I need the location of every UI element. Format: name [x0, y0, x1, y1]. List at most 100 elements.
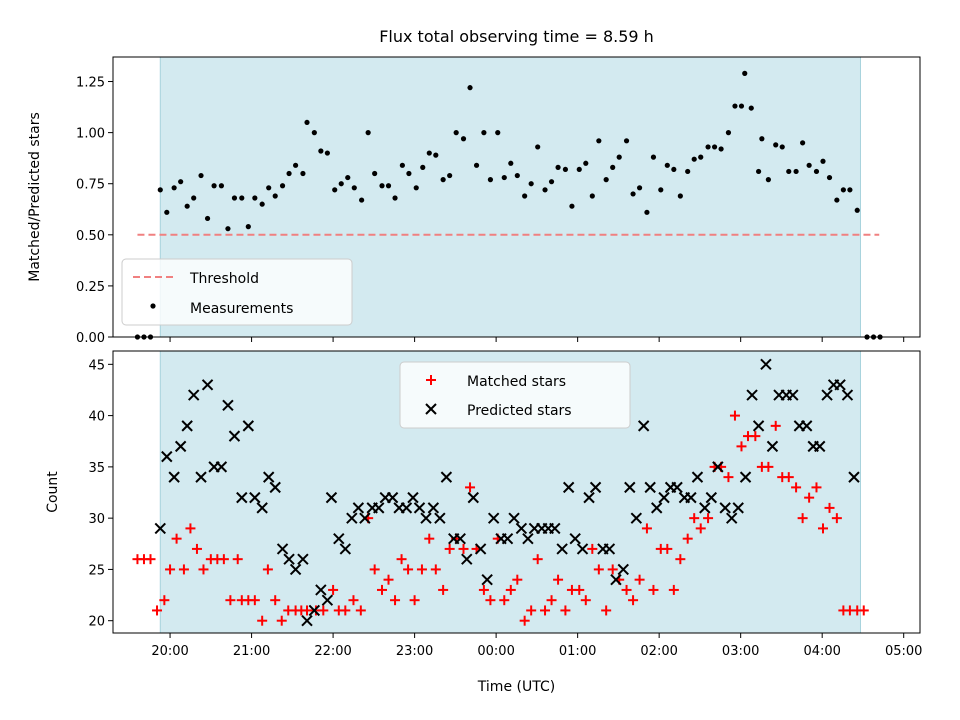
- measurement-point: [813, 168, 820, 175]
- matched-star-point: [249, 595, 260, 606]
- x-tick-label: 20:00: [151, 644, 188, 659]
- measurement-point: [467, 85, 473, 91]
- predicted-star-point: [289, 563, 302, 576]
- measurement-point: [610, 164, 616, 170]
- matched-star-point: [675, 554, 686, 565]
- measurement-point: [664, 162, 670, 168]
- measurement-point: [630, 191, 636, 197]
- x-tick-label: 02:00: [640, 644, 677, 659]
- predicted-star-point: [242, 420, 255, 432]
- bottom-legend: Matched stars Predicted stars: [399, 361, 631, 429]
- matched-star-point: [165, 564, 176, 575]
- matched-star-point: [438, 584, 449, 595]
- measurement-point: [311, 130, 317, 136]
- predicted-star-point: [739, 471, 752, 483]
- predicted-star-point: [644, 481, 656, 494]
- top-panel: 0.00 0.25 0.50 0.75 1.00 1.25 Flux total obse…: [27, 27, 921, 346]
- predicted-star-point: [760, 358, 772, 371]
- predicted-star-point: [630, 512, 643, 524]
- matched-star-point: [430, 564, 441, 575]
- predicted-star-point: [386, 491, 399, 504]
- matched-star-point: [703, 513, 714, 524]
- matched-star-point: [159, 595, 170, 606]
- matched-star-point: [145, 554, 156, 565]
- measurement-point: [725, 130, 732, 136]
- measurement-point: [211, 183, 217, 189]
- measurement-point: [748, 105, 754, 111]
- measurement-point: [399, 162, 405, 168]
- matched-star-point: [512, 574, 523, 585]
- predicted-star-point: [699, 502, 711, 514]
- predicted-star-point: [333, 532, 345, 545]
- measurement-point: [576, 166, 582, 173]
- matched-star-point: [403, 564, 414, 575]
- measurement-point: [379, 183, 385, 189]
- predicted-star-point: [276, 543, 289, 555]
- matched-star-point: [340, 605, 351, 616]
- measurement-point: [854, 207, 860, 213]
- measurement-point: [447, 172, 453, 179]
- measurement-point: [806, 162, 812, 168]
- measurement-point: [178, 179, 184, 185]
- measurement-point: [239, 195, 245, 201]
- matched-star-point: [478, 584, 489, 595]
- measurement-point: [732, 103, 738, 109]
- matched-star-point: [580, 595, 591, 606]
- predicted-star-point: [848, 471, 860, 483]
- predicted-star-point: [800, 420, 813, 432]
- matched-star-point: [276, 615, 287, 626]
- predicted-star-point: [201, 379, 214, 391]
- predicted-star-point: [841, 389, 854, 401]
- measurement-point: [847, 187, 853, 193]
- measurement-point: [259, 201, 265, 207]
- matched-star-point: [465, 482, 476, 493]
- measurement-point: [338, 181, 344, 187]
- matched-star-point: [416, 564, 427, 575]
- bottom-x-ticks: 20:00 21:00 22:00 23:00 00:00 01:00 02:00 03:00…: [151, 633, 922, 659]
- predicted-star-point: [187, 389, 200, 401]
- predicted-star-point: [420, 512, 432, 524]
- predicted-star-point: [515, 522, 528, 535]
- measurement-point: [487, 177, 494, 183]
- measurement-point: [433, 152, 439, 158]
- top-axes-frame: [112, 56, 921, 338]
- matched-star-point: [152, 605, 163, 616]
- predicted-legend-label: Predicted stars: [467, 403, 572, 419]
- y-tick-label: 1.25: [76, 76, 105, 91]
- matched-star-point: [185, 523, 196, 534]
- measurement-point: [453, 130, 459, 136]
- measurement-point: [826, 174, 833, 181]
- matched-star-point: [302, 605, 313, 616]
- bottom-y-axis-label: Count: [45, 471, 61, 513]
- predicted-star-point: [315, 584, 327, 596]
- x-tick-label: 23:00: [396, 644, 433, 659]
- measurement-point: [481, 130, 487, 136]
- x-tick-label: 04:00: [803, 644, 840, 659]
- matched-star-point: [218, 554, 229, 565]
- matched-star-point: [396, 554, 407, 565]
- measurement-point: [300, 170, 306, 177]
- predicted-star-point: [821, 389, 833, 401]
- matched-star-point: [560, 605, 571, 616]
- y-tick-label: 45: [88, 358, 105, 373]
- measurement-point: [522, 193, 528, 199]
- top-legend: Threshold Measurements: [121, 258, 353, 326]
- matched-star-point: [178, 564, 189, 575]
- measurement-point: [286, 170, 292, 177]
- x-axis-label: Time (UTC): [477, 679, 555, 695]
- matched-star-point: [262, 564, 273, 575]
- top-y-axis-label: Matched/Predicted stars: [27, 112, 43, 282]
- matched-star-point: [424, 533, 435, 544]
- predicted-star-point: [576, 543, 589, 555]
- predicted-legend-swatch: [425, 403, 437, 415]
- matched-star-point: [695, 523, 706, 534]
- matched-star-point: [682, 533, 693, 544]
- matched-star-point: [390, 595, 401, 606]
- matched-star-point: [641, 523, 652, 534]
- measurement-point: [204, 215, 211, 222]
- matched-star-point: [532, 554, 543, 565]
- matched-star-point: [783, 472, 794, 483]
- matched-star-point: [519, 615, 530, 626]
- predicted-star-point: [617, 563, 629, 576]
- matched-star-point: [763, 461, 774, 472]
